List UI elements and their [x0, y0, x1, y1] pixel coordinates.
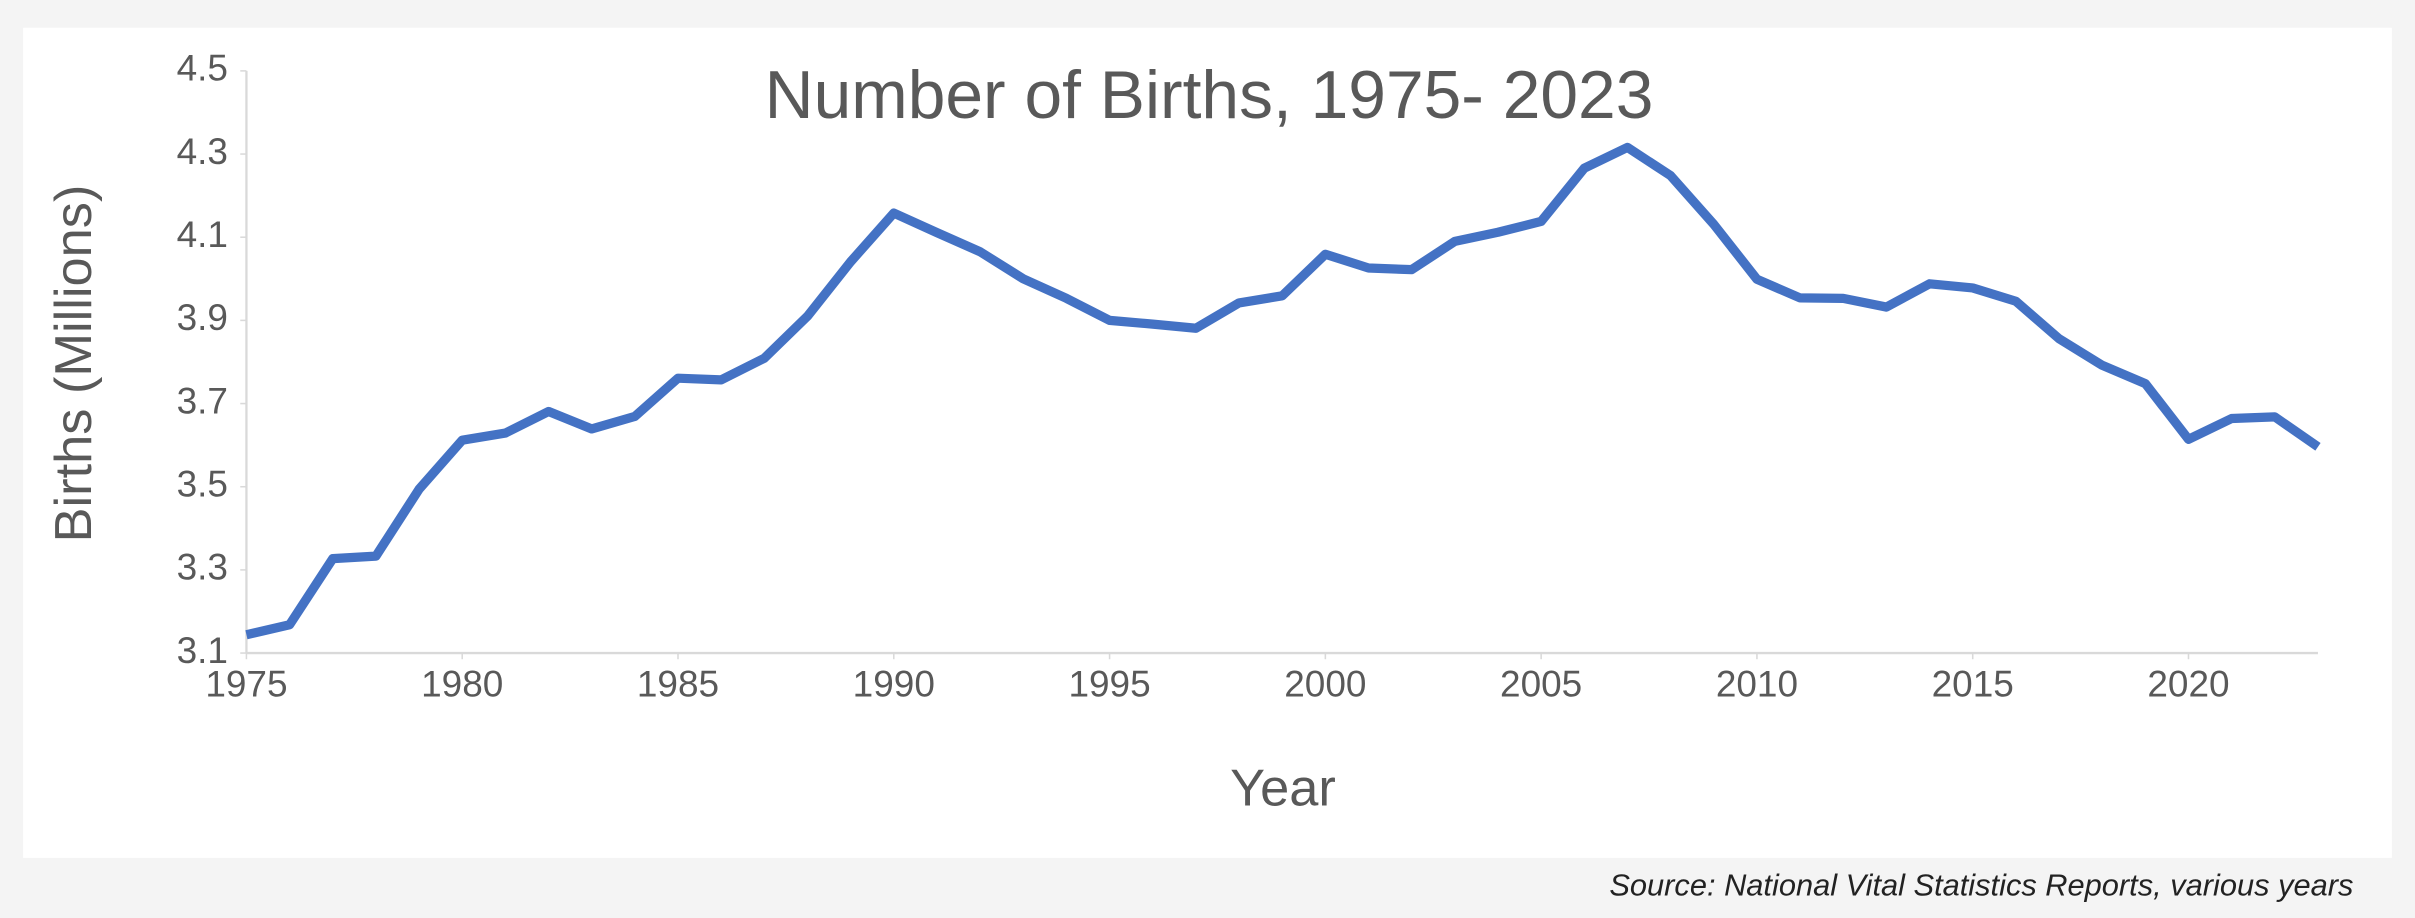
y-tick-label: 4.3: [177, 131, 228, 172]
x-tick-label: 2020: [2147, 664, 2229, 705]
y-tick-label: 3.3: [177, 547, 228, 588]
x-tick-label: 2005: [1500, 664, 1582, 705]
y-axis-label: Births (Millions): [45, 185, 103, 543]
y-tick-label: 3.5: [177, 463, 228, 504]
x-tick-label: 2010: [1716, 664, 1798, 705]
y-tick-label: 3.1: [177, 630, 228, 671]
y-tick-label: 3.9: [177, 297, 228, 338]
x-axis-label: Year: [1230, 760, 1336, 818]
chart-panel: [23, 27, 2392, 858]
y-tick-label: 4.5: [177, 48, 228, 89]
source-note: Source: National Vital Statistics Report…: [1609, 867, 2353, 902]
chart-title: Number of Births, 1975- 2023: [765, 58, 1654, 133]
x-tick-label: 2000: [1284, 664, 1366, 705]
data-line: [245, 142, 2321, 640]
x-tick-label: 2015: [1932, 664, 2014, 705]
x-tick-label: 1995: [1068, 664, 1150, 705]
x-tick-label: 1980: [421, 664, 503, 705]
x-tick-label: 1975: [205, 664, 287, 705]
y-tick-label: 3.7: [177, 380, 228, 421]
x-tick-label: 1990: [853, 664, 935, 705]
y-tick-label: 4.1: [177, 214, 228, 255]
x-tick-label: 1985: [637, 664, 719, 705]
